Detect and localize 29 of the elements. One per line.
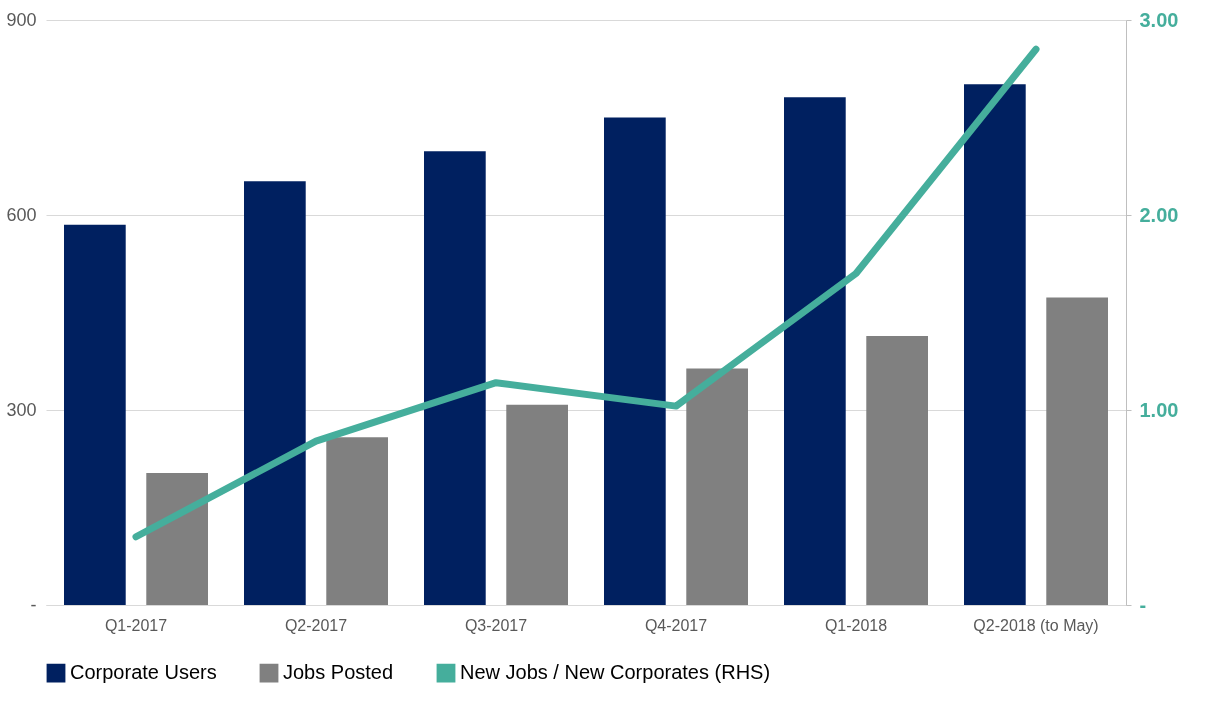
y2-tick-label: 3.00 (1139, 8, 1179, 31)
y-tick-label: 600 (6, 204, 37, 225)
bar (866, 335, 928, 605)
bar (64, 224, 126, 605)
bar (326, 437, 388, 605)
bar (424, 151, 486, 605)
x-tick-label: Q3-2017 (464, 616, 528, 634)
y2-tick-label: 1.00 (1139, 398, 1179, 421)
x-tick-label: Q2-2017 (284, 616, 348, 634)
legend-label: Jobs Posted (283, 661, 394, 684)
x-tick-label: Q4-2017 (644, 616, 708, 634)
legend-label: New Jobs / New Corporates (RHS) (460, 661, 771, 684)
bar (146, 473, 208, 605)
bar (506, 404, 568, 605)
bar (784, 97, 846, 605)
x-tick-label: Q1-2017 (104, 616, 168, 634)
bar (686, 368, 748, 605)
x-tick-label: Q2-2018 (to May) (973, 616, 1099, 634)
bar (604, 117, 666, 605)
y2-tick-label: - (1139, 593, 1147, 616)
bar (1046, 297, 1108, 605)
y-tick-label: 900 (6, 9, 37, 30)
y2-tick-label: 2.00 (1139, 203, 1179, 226)
y-tick-label: - (30, 594, 37, 615)
legend-label: Corporate Users (70, 661, 217, 684)
y-tick-label: 300 (6, 399, 37, 420)
x-tick-label: Q1-2018 (824, 616, 888, 634)
bar (244, 181, 306, 605)
bar (964, 84, 1026, 605)
